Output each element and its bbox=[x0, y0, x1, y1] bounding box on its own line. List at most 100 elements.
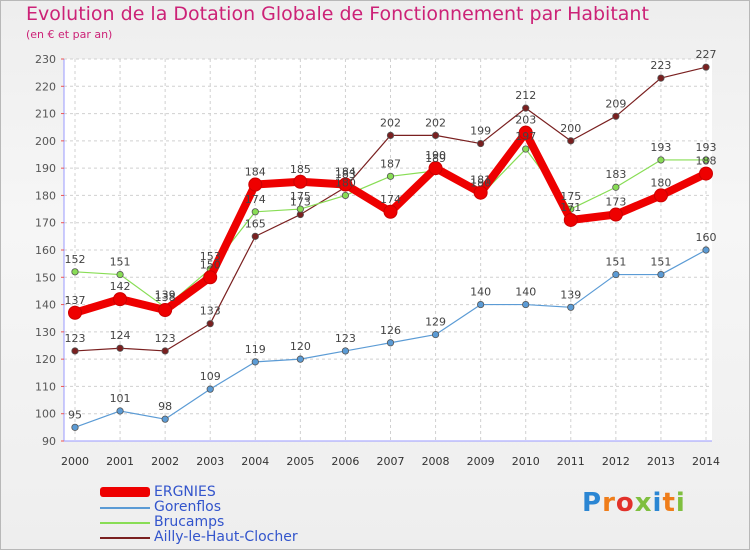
data-label-brucamps: 151 bbox=[110, 256, 131, 269]
data-point-ergnies bbox=[699, 166, 713, 181]
data-point-gorenflos bbox=[522, 300, 530, 309]
data-label-ergnies: 184 bbox=[335, 166, 356, 179]
data-label-ailly-le-haut-clocher: 202 bbox=[425, 116, 446, 129]
y-tick-label: 180 bbox=[35, 189, 56, 202]
data-label-ergnies: 203 bbox=[515, 114, 536, 127]
logo-letter: o bbox=[615, 488, 635, 518]
data-point-ailly-le-haut-clocher bbox=[431, 131, 440, 139]
data-label-ailly-le-haut-clocher: 165 bbox=[245, 217, 266, 230]
data-point-brucamps bbox=[341, 191, 350, 200]
data-point-gorenflos bbox=[251, 358, 259, 366]
data-point-ergnies bbox=[428, 161, 443, 176]
data-label-brucamps: 175 bbox=[560, 190, 581, 203]
x-tick-label: 2003 bbox=[196, 455, 224, 468]
data-label-ailly-le-haut-clocher: 209 bbox=[605, 97, 626, 110]
data-label-ergnies: 137 bbox=[65, 294, 86, 307]
x-tick-label: 2007 bbox=[377, 455, 405, 468]
data-label-gorenflos: 101 bbox=[110, 392, 131, 405]
data-label-gorenflos: 160 bbox=[696, 231, 717, 244]
x-tick-label: 2001 bbox=[106, 455, 134, 468]
y-tick-label: 160 bbox=[35, 244, 56, 257]
data-point-ergnies bbox=[383, 204, 398, 219]
logo-letter: r bbox=[602, 488, 616, 518]
data-point-ailly-le-haut-clocher bbox=[477, 139, 485, 148]
data-point-gorenflos bbox=[71, 423, 79, 431]
data-label-gorenflos: 129 bbox=[425, 316, 446, 329]
x-tick-label: 2008 bbox=[422, 455, 450, 468]
data-point-brucamps bbox=[71, 268, 79, 276]
data-label-ailly-le-haut-clocher: 212 bbox=[515, 89, 536, 102]
data-label-gorenflos: 126 bbox=[380, 324, 401, 337]
y-tick-label: 190 bbox=[35, 162, 56, 175]
x-tick-label: 2010 bbox=[512, 455, 540, 468]
data-point-ailly-le-haut-clocher bbox=[702, 63, 710, 71]
x-tick-label: 2009 bbox=[467, 455, 495, 468]
legend-swatch-brucamps bbox=[100, 522, 150, 524]
data-point-gorenflos bbox=[702, 246, 710, 254]
legend-swatch-ailly bbox=[100, 537, 150, 539]
data-label-gorenflos: 123 bbox=[335, 332, 356, 345]
data-point-gorenflos bbox=[206, 385, 214, 393]
data-point-gorenflos bbox=[341, 347, 350, 355]
data-point-gorenflos bbox=[431, 330, 440, 339]
data-label-ailly-le-haut-clocher: 173 bbox=[290, 196, 311, 209]
data-point-brucamps bbox=[386, 172, 395, 180]
y-tick-label: 170 bbox=[35, 217, 56, 230]
data-point-ergnies bbox=[563, 212, 578, 227]
y-tick-label: 120 bbox=[35, 353, 56, 366]
data-label-ergnies: 173 bbox=[605, 196, 626, 209]
data-label-ergnies: 171 bbox=[560, 201, 581, 214]
data-label-ergnies: 142 bbox=[110, 280, 131, 293]
logo-letter: i bbox=[675, 488, 686, 518]
data-point-ailly-le-haut-clocher bbox=[612, 112, 620, 120]
x-tick-label: 2006 bbox=[331, 455, 359, 468]
data-point-ergnies bbox=[338, 177, 353, 192]
data-point-ailly-le-haut-clocher bbox=[522, 104, 530, 112]
legend-label-ergnies: ERGNIES bbox=[154, 484, 216, 500]
x-tick-label: 2014 bbox=[692, 455, 720, 468]
y-tick-label: 130 bbox=[35, 326, 56, 339]
data-point-ailly-le-haut-clocher bbox=[251, 232, 259, 240]
data-label-ergnies: 184 bbox=[245, 166, 266, 179]
data-point-ergnies bbox=[293, 174, 308, 189]
legend-label-gorenflos: Gorenflos bbox=[154, 499, 222, 515]
data-label-ailly-le-haut-clocher: 123 bbox=[155, 332, 176, 345]
data-label-ergnies: 180 bbox=[650, 176, 671, 189]
x-tick-label: 2004 bbox=[241, 455, 269, 468]
data-label-brucamps: 180 bbox=[470, 176, 491, 189]
data-label-ergnies: 188 bbox=[696, 155, 717, 168]
y-tick-label: 200 bbox=[35, 135, 56, 148]
data-point-ergnies bbox=[68, 305, 82, 320]
data-label-gorenflos: 109 bbox=[200, 370, 221, 383]
x-tick-label: 2011 bbox=[557, 455, 585, 468]
data-point-gorenflos bbox=[161, 415, 169, 423]
x-tick-label: 2000 bbox=[61, 455, 89, 468]
data-label-ailly-le-haut-clocher: 133 bbox=[200, 305, 221, 318]
data-label-ailly-le-haut-clocher: 199 bbox=[470, 125, 491, 138]
y-tick-label: 110 bbox=[35, 380, 56, 393]
legend-swatch-ergnies bbox=[100, 487, 150, 497]
chart-subtitle: (en € et par an) bbox=[26, 28, 113, 41]
data-point-ergnies bbox=[608, 207, 623, 222]
data-point-brucamps bbox=[116, 270, 124, 279]
x-tick-label: 2013 bbox=[647, 455, 675, 468]
data-label-ailly-le-haut-clocher: 223 bbox=[650, 59, 671, 72]
data-label-gorenflos: 140 bbox=[515, 286, 536, 299]
data-point-ailly-le-haut-clocher bbox=[71, 347, 79, 355]
data-label-gorenflos: 95 bbox=[68, 408, 82, 421]
x-tick-label: 2012 bbox=[602, 455, 630, 468]
y-tick-label: 90 bbox=[42, 435, 56, 448]
data-point-ergnies bbox=[518, 125, 533, 140]
data-label-brucamps: 183 bbox=[605, 168, 626, 181]
data-point-brucamps bbox=[251, 208, 259, 216]
data-point-ergnies bbox=[473, 185, 488, 200]
y-tick-label: 150 bbox=[35, 271, 56, 284]
y-tick-label: 140 bbox=[35, 299, 56, 312]
data-label-ergnies: 181 bbox=[470, 174, 491, 187]
y-tick-label: 230 bbox=[35, 53, 56, 66]
data-label-gorenflos: 120 bbox=[290, 340, 311, 353]
data-point-brucamps bbox=[702, 156, 710, 164]
logo-letter: i bbox=[652, 488, 663, 518]
data-label-ergnies: 150 bbox=[200, 258, 221, 271]
y-tick-label: 100 bbox=[35, 408, 56, 421]
